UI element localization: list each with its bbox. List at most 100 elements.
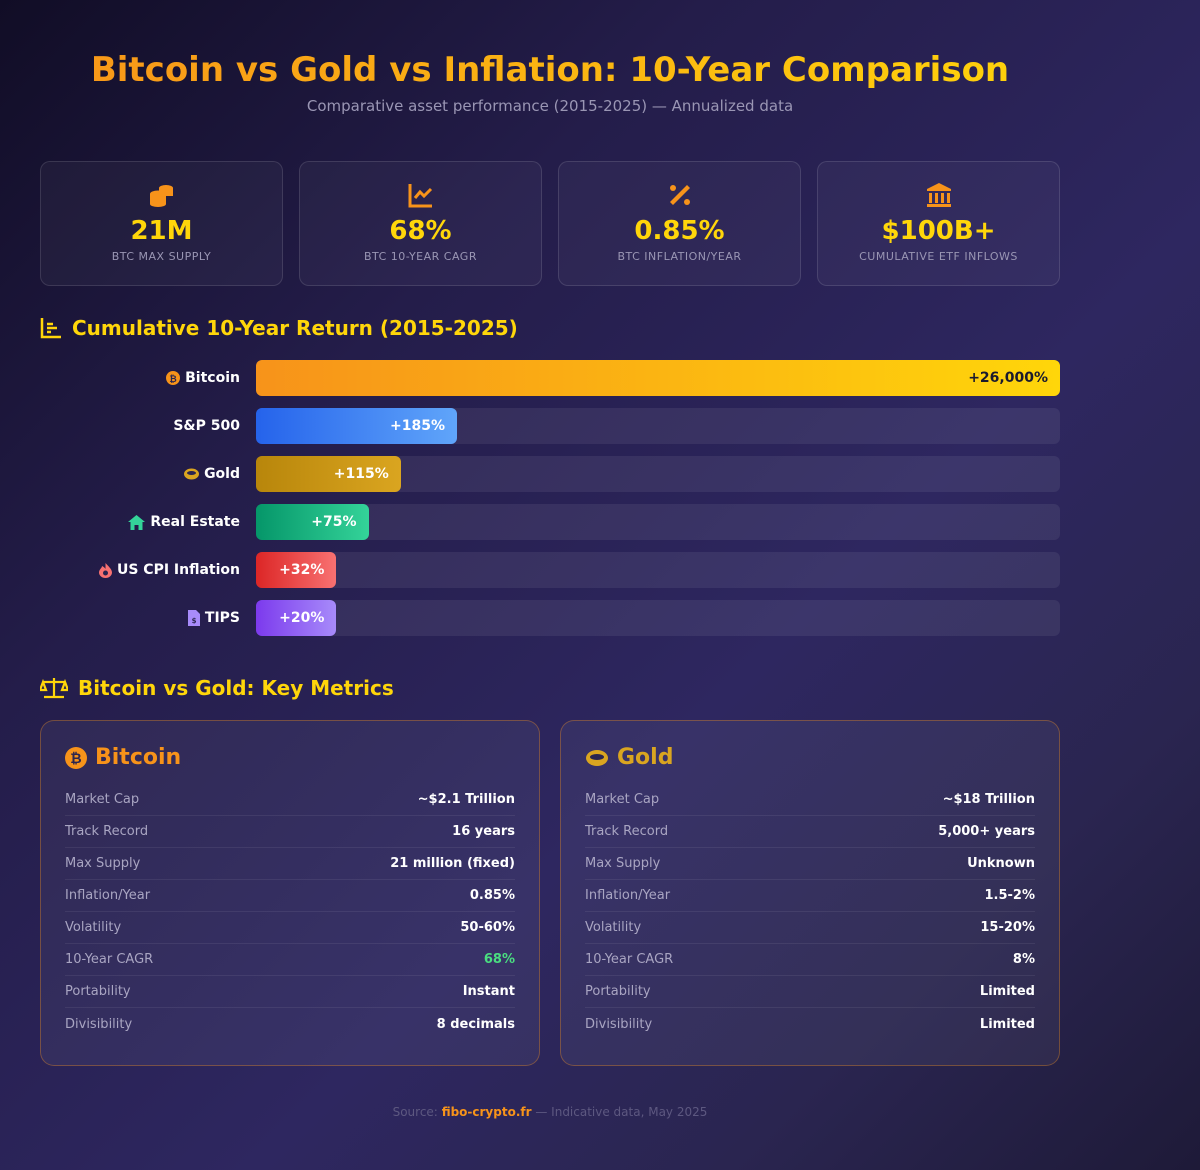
metric-label: Max Supply — [65, 856, 141, 871]
bar-row: US CPI Inflation +32% — [40, 552, 1060, 588]
percent-icon — [559, 182, 800, 210]
metric-row: Market Cap ~$2.1 Trillion — [65, 784, 515, 816]
bar-category-label: Gold — [40, 466, 240, 482]
footer-prefix: Source: — [392, 1105, 438, 1119]
bar-track: +185% — [256, 408, 1060, 444]
metric-row: Portability Instant — [65, 976, 515, 1008]
bar-row: Gold +115% — [40, 456, 1060, 492]
svg-text:$: $ — [191, 617, 196, 625]
metric-value: 50-60% — [460, 920, 515, 935]
bar-track: +115% — [256, 456, 1060, 492]
bar-chart-icon — [40, 318, 61, 339]
metric-row: Divisibility Limited — [585, 1008, 1035, 1040]
metric-label: Inflation/Year — [65, 888, 151, 903]
metric-value: Limited — [979, 1016, 1035, 1032]
bar-track: +32% — [256, 552, 1060, 588]
bar-row: $ TIPS +20% — [40, 600, 1060, 636]
bar-category-label: $ TIPS — [40, 610, 240, 626]
bar: +32% — [256, 552, 337, 588]
stat-value: 21M — [130, 216, 193, 246]
metric-label: Divisibility — [65, 1016, 133, 1032]
bar-value-label: +32% — [279, 562, 325, 578]
category-text: Bitcoin — [185, 370, 240, 386]
metric-row: Volatility 15-20% — [585, 912, 1035, 944]
stat-value: 0.85% — [634, 216, 725, 246]
page-subtitle: Comparative asset performance (2015-2025… — [306, 97, 794, 115]
stat-label: BTC MAX SUPPLY — [111, 250, 212, 263]
metric-label: Divisibility — [585, 1016, 653, 1032]
metric-value: Instant — [462, 984, 515, 999]
metric-row: Max Supply 21 million (fixed) — [65, 848, 515, 880]
bar-track: +20% — [256, 600, 1060, 636]
scale-icon — [40, 678, 68, 699]
footer: Source: fibo-crypto.fr — Indicative data… — [0, 1105, 1100, 1119]
metric-row: Market Cap ~$18 Trillion — [585, 784, 1035, 816]
metric-label: 10-Year CAGR — [65, 952, 154, 967]
metric-label: Portability — [585, 984, 651, 999]
chart-line-icon — [300, 182, 541, 210]
card-title: Gold — [617, 745, 674, 770]
coins-icon — [41, 182, 282, 210]
stat-label: BTC INFLATION/YEAR — [617, 250, 742, 263]
bar-category-label: ₿ Bitcoin — [40, 370, 240, 386]
stat-label: CUMULATIVE ETF INFLOWS — [859, 250, 1018, 263]
metric-value: 21 million (fixed) — [390, 856, 515, 871]
source-link[interactable]: fibo-crypto.fr — [441, 1105, 532, 1119]
metric-value: ~$18 Trillion — [942, 792, 1035, 807]
category-text: S&P 500 — [173, 418, 240, 434]
metric-value: 68% — [483, 952, 515, 967]
metric-value: 1.5-2% — [984, 888, 1036, 903]
metrics-heading: Bitcoin vs Gold: Key Metrics — [40, 676, 394, 700]
fire-icon — [98, 562, 112, 578]
stat-label: BTC 10-YEAR CAGR — [364, 250, 477, 263]
gold-card: Gold Market Cap ~$18 Trillion Track Record… — [560, 720, 1060, 1066]
bar-row: ₿ Bitcoin +26,000% — [40, 360, 1060, 396]
bar-value-label: +75% — [311, 514, 357, 530]
metric-label: Market Cap — [585, 792, 660, 807]
stats-row: 21M BTC MAX SUPPLY 68% BTC 10-YEAR CAGR 0.… — [40, 161, 1060, 286]
metric-value: 16 years — [452, 824, 515, 839]
bar-track: +26,000% — [256, 360, 1060, 396]
stat-card: 68% BTC 10-YEAR CAGR — [299, 161, 542, 286]
document-dollar-icon: $ — [187, 610, 200, 626]
stat-card: 0.85% BTC INFLATION/YEAR — [558, 161, 801, 286]
page-title: Bitcoin vs Gold vs Inflation: 10-Year Co… — [0, 50, 1100, 90]
metric-label: Max Supply — [585, 856, 661, 871]
bitcoin-icon: ₿ — [166, 371, 181, 385]
bar-row: S&P 500 +185% — [40, 408, 1060, 444]
metric-label: Portability — [65, 984, 131, 999]
bank-icon — [818, 182, 1059, 210]
metric-label: Volatility — [65, 920, 122, 935]
bar-category-label: S&P 500 — [40, 418, 240, 434]
bar: +115% — [256, 456, 401, 492]
bar: +185% — [256, 408, 457, 444]
category-text: Real Estate — [150, 514, 240, 530]
category-text: US CPI Inflation — [116, 562, 240, 578]
chart-heading: Cumulative 10-Year Return (2015-2025) — [40, 316, 518, 340]
metric-row: Track Record 5,000+ years — [585, 816, 1035, 848]
metric-label: Track Record — [65, 824, 149, 839]
bar: +26,000% — [256, 360, 1060, 396]
footer-suffix: — Indicative data, May 2025 — [535, 1105, 708, 1119]
bar: +75% — [256, 504, 369, 540]
metric-row: Max Supply Unknown — [585, 848, 1035, 880]
metric-row: 10-Year CAGR 8% — [585, 944, 1035, 976]
bar-value-label: +26,000% — [968, 370, 1048, 386]
bar-category-label: US CPI Inflation — [40, 562, 240, 578]
svg-text:₿: ₿ — [70, 751, 81, 767]
metric-value: 0.85% — [469, 888, 515, 903]
metric-value: Limited — [979, 984, 1035, 999]
category-text: Gold — [204, 466, 240, 482]
stat-card: $100B+ CUMULATIVE ETF INFLOWS — [817, 161, 1060, 286]
metric-value: 8% — [1012, 952, 1035, 967]
metric-value: 5,000+ years — [938, 824, 1035, 839]
gold-ring-icon — [586, 749, 608, 766]
metric-label: Inflation/Year — [585, 888, 671, 903]
bitcoin-icon: ₿ — [65, 746, 87, 769]
metric-value: Unknown — [967, 856, 1035, 871]
metric-row: Divisibility 8 decimals — [65, 1008, 515, 1040]
metric-value: ~$2.1 Trillion — [417, 792, 515, 807]
stat-value: $100B+ — [881, 216, 996, 246]
bar-value-label: +20% — [279, 610, 325, 626]
metric-value: 15-20% — [980, 920, 1035, 935]
